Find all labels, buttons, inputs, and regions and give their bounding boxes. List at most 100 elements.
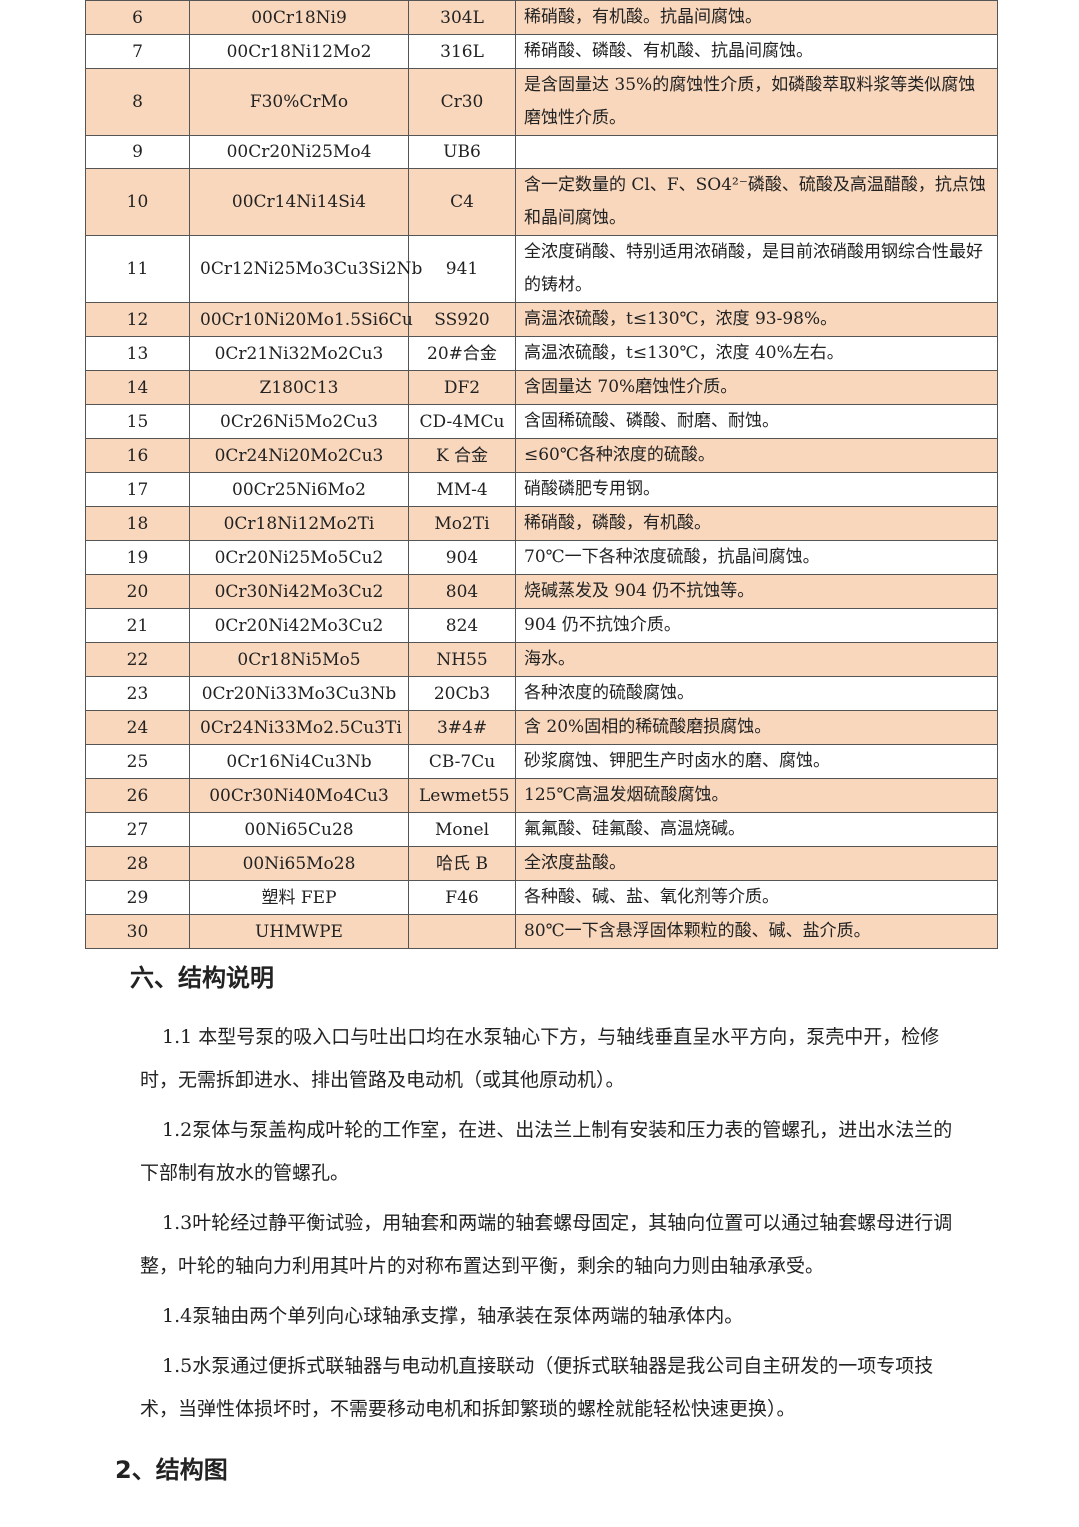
application: 稀硝酸、磷酸、有机酸、抗晶间腐蚀。 (515, 34, 998, 69)
table-row: 14 Z180C13 DF2 含固量达 70%磨蚀性介质。 (85, 370, 998, 405)
material-grade: 00Cr25Ni6Mo2 (189, 472, 409, 507)
material-code: DF2 (408, 370, 516, 405)
application: ≤60℃各种浓度的硫酸。 (515, 438, 998, 473)
table-row: 7 00Cr18Ni12Mo2 316L 稀硝酸、磷酸、有机酸、抗晶间腐蚀。 (85, 34, 998, 69)
row-number: 6 (85, 0, 190, 35)
table-row: 17 00Cr25Ni6Mo2 MM-4 硝酸磷肥专用钢。 (85, 472, 998, 507)
material-grade: 塑料 FEP (189, 880, 409, 915)
row-number: 28 (85, 846, 190, 881)
material-grade: 0Cr21Ni32Mo2Cu3 (189, 336, 409, 371)
row-number: 26 (85, 778, 190, 813)
application: 各种浓度的硫酸腐蚀。 (515, 676, 998, 711)
application: 氟氟酸、硅氟酸、高温烧碱。 (515, 812, 998, 847)
row-number: 16 (85, 438, 190, 473)
material-grade: 00Ni65Cu28 (189, 812, 409, 847)
material-grade: 00Cr18Ni12Mo2 (189, 34, 409, 69)
material-grade: 0Cr20Ni42Mo3Cu2 (189, 608, 409, 643)
material-code: K 合金 (408, 438, 516, 473)
application: 是含固量达 35%的腐蚀性介质，如磷酸萃取料浆等类似腐蚀磨蚀性介质。 (515, 68, 998, 136)
table-row: 23 0Cr20Ni33Mo3Cu3Nb 20Cb3 各种浓度的硫酸腐蚀。 (85, 676, 998, 711)
application: 80℃一下含悬浮固体颗粒的酸、碱、盐介质。 (515, 914, 998, 949)
application: 高温浓硫酸，t≤130℃，浓度 40%左右。 (515, 336, 998, 371)
table-row: 21 0Cr20Ni42Mo3Cu2 824 904 仍不抗蚀介质。 (85, 608, 998, 643)
material-grade: 00Cr18Ni9 (189, 0, 409, 35)
table-row: 6 00Cr18Ni9 304L 稀硝酸，有机酸。抗晶间腐蚀。 (85, 0, 998, 35)
material-code: 941 (408, 235, 516, 303)
application: 高温浓硫酸，t≤130℃，浓度 93-98%。 (515, 302, 998, 337)
application: 砂浆腐蚀、钾肥生产时卤水的磨、腐蚀。 (515, 744, 998, 779)
material-grade: F30%CrMo (189, 68, 409, 136)
row-number: 20 (85, 574, 190, 609)
row-number: 27 (85, 812, 190, 847)
application: 海水。 (515, 642, 998, 677)
material-code: UB6 (408, 135, 516, 169)
application: 全浓度硝酸、特别适用浓硝酸，是目前浓硝酸用钢综合性最好的铸材。 (515, 235, 998, 303)
application: 硝酸磷肥专用钢。 (515, 472, 998, 507)
material-grade: 00Cr10Ni20Mo1.5Si6Cu (189, 302, 413, 337)
material-grade: 00Cr20Ni25Mo4 (189, 135, 409, 169)
material-code: 904 (408, 540, 516, 575)
material-code: 316L (408, 34, 516, 69)
table-row: 24 0Cr24Ni33Mo2.5Cu3Ti 3#4# 含 20%固相的稀硫酸磨损腐蚀… (85, 710, 998, 745)
table-row: 9 00Cr20Ni25Mo4 UB6 (85, 135, 998, 169)
table-row: 10 00Cr14Ni14Si4 C4 含一定数量的 Cl、F、SO4²⁻磷酸、硫酸及… (85, 168, 998, 236)
material-grade: 0Cr30Ni42Mo3Cu2 (189, 574, 409, 609)
material-grade: 0Cr24Ni33Mo2.5Cu3Ti (189, 710, 409, 745)
material-code: CD-4MCu (408, 404, 516, 439)
material-code: Cr30 (408, 68, 516, 136)
row-number: 30 (85, 914, 190, 949)
table-row: 11 0Cr12Ni25Mo3Cu3Si2Nb 941 全浓度硝酸、特别适用浓硝酸，是… (85, 235, 998, 303)
structure-diagram-heading: 2、结构图 (115, 1456, 228, 1484)
row-number: 17 (85, 472, 190, 507)
material-code: F46 (408, 880, 516, 915)
application: 含 20%固相的稀硫酸磨损腐蚀。 (515, 710, 998, 745)
material-grade: 0Cr18Ni12Mo2Ti (189, 506, 409, 541)
row-number: 19 (85, 540, 190, 575)
material-code (408, 914, 516, 949)
application: 稀硝酸，有机酸。抗晶间腐蚀。 (515, 0, 998, 35)
material-code: 824 (408, 608, 516, 643)
material-code: NH55 (408, 642, 516, 677)
material-grade: 00Cr30Ni40Mo4Cu3 (189, 778, 409, 813)
material-grade: 0Cr20Ni33Mo3Cu3Nb (189, 676, 409, 711)
material-grade: 0Cr18Ni5Mo5 (189, 642, 409, 677)
application: 含一定数量的 Cl、F、SO4²⁻磷酸、硫酸及高温醋酸，抗点蚀和晶间腐蚀。 (515, 168, 998, 236)
application (515, 135, 998, 169)
row-number: 13 (85, 336, 190, 371)
material-code: SS920 (408, 302, 516, 337)
material-code: Monel (408, 812, 516, 847)
application: 稀硝酸，磷酸，有机酸。 (515, 506, 998, 541)
material-grade: 0Cr26Ni5Mo2Cu3 (189, 404, 409, 439)
table-row: 13 0Cr21Ni32Mo2Cu3 20#合金 高温浓硫酸，t≤130℃，浓度 40… (85, 336, 998, 371)
section-title: 六、结构说明 (130, 964, 274, 992)
row-number: 24 (85, 710, 190, 745)
row-number: 21 (85, 608, 190, 643)
row-number: 10 (85, 168, 190, 236)
paragraph: 1.2泵体与泵盖构成叶轮的工作室，在进、出法兰上制有安装和压力表的管螺孔，进出水… (140, 1119, 953, 1184)
row-number: 9 (85, 135, 190, 169)
material-code: 20Cb3 (408, 676, 516, 711)
table-row: 20 0Cr30Ni42Mo3Cu2 804 烧碱蒸发及 904 仍不抗蚀等。 (85, 574, 998, 609)
materials-table: 6 00Cr18Ni9 304L 稀硝酸，有机酸。抗晶间腐蚀。 7 00Cr18Ni12M… (85, 0, 998, 949)
material-code: CB-7Cu (408, 744, 516, 779)
application: 含固量达 70%磨蚀性介质。 (515, 370, 998, 405)
material-grade: 0Cr16Ni4Cu3Nb (189, 744, 409, 779)
row-number: 11 (85, 235, 190, 303)
material-code: Lewmet55 (408, 778, 516, 813)
table-row: 25 0Cr16Ni4Cu3Nb CB-7Cu 砂浆腐蚀、钾肥生产时卤水的磨、腐蚀。 (85, 744, 998, 779)
material-grade: UHMWPE (189, 914, 409, 949)
paragraph: 1.4泵轴由两个单列向心球轴承支撑，轴承装在泵体两端的轴承体内。 (162, 1305, 744, 1327)
table-row: 27 00Ni65Cu28 Monel 氟氟酸、硅氟酸、高温烧碱。 (85, 812, 998, 847)
application: 70℃一下各种浓度硫酸，抗晶间腐蚀。 (515, 540, 998, 575)
row-number: 12 (85, 302, 190, 337)
material-code: 304L (408, 0, 516, 35)
material-grade: 0Cr20Ni25Mo5Cu2 (189, 540, 409, 575)
application: 含固稀硫酸、磷酸、耐磨、耐蚀。 (515, 404, 998, 439)
material-grade: 0Cr12Ni25Mo3Cu3Si2Nb (189, 235, 422, 303)
row-number: 29 (85, 880, 190, 915)
material-grade: 0Cr24Ni20Mo2Cu3 (189, 438, 409, 473)
row-number: 18 (85, 506, 190, 541)
application: 烧碱蒸发及 904 仍不抗蚀等。 (515, 574, 998, 609)
table-row: 16 0Cr24Ni20Mo2Cu3 K 合金 ≤60℃各种浓度的硫酸。 (85, 438, 998, 473)
row-number: 14 (85, 370, 190, 405)
